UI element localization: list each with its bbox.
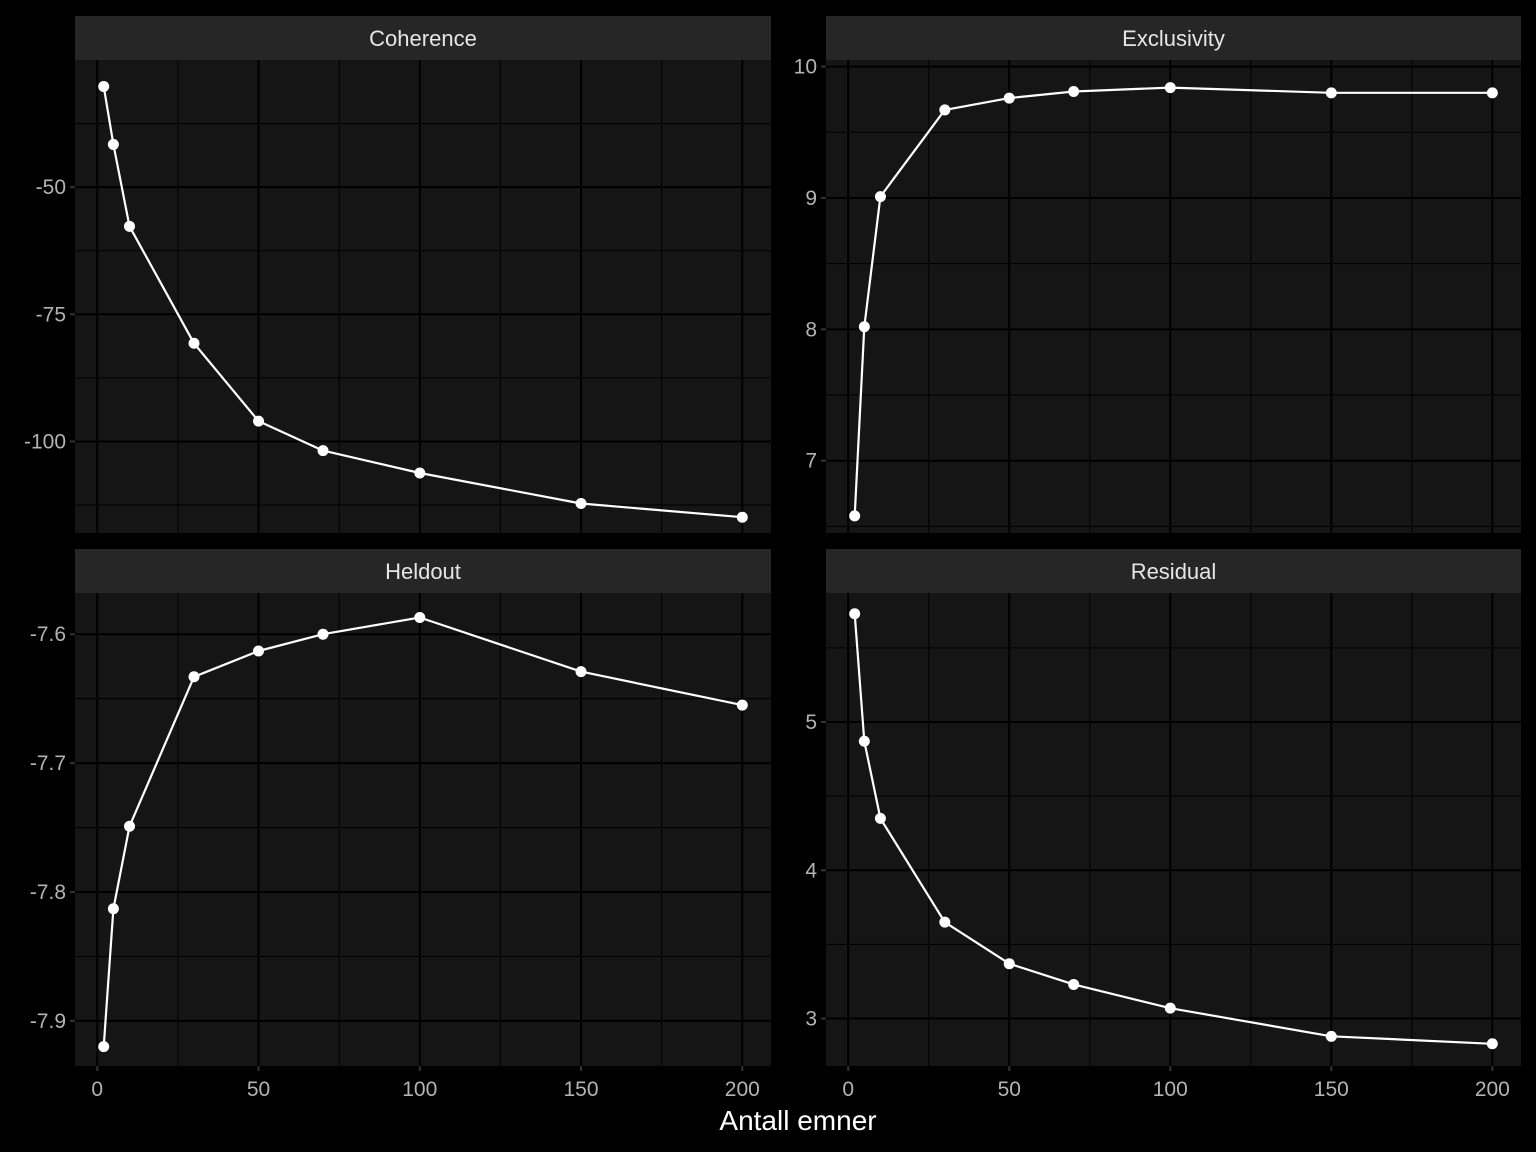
- data-point: [874, 191, 886, 203]
- x-tick-label: 200: [1475, 1078, 1510, 1101]
- strip-label-heldout: Heldout: [385, 559, 461, 584]
- y-tick-label: -7.9: [30, 1010, 66, 1033]
- y-tick-label: 8: [805, 318, 817, 341]
- x-tick-label: 100: [1153, 1078, 1188, 1101]
- data-point: [414, 611, 426, 623]
- y-tick-label: 9: [805, 187, 817, 210]
- strip-label-residual: Residual: [1131, 559, 1217, 584]
- data-point: [575, 498, 587, 510]
- panel-background: [75, 60, 771, 533]
- strip-background: [826, 549, 1521, 593]
- data-point: [98, 1041, 110, 1053]
- x-tick-label: 150: [564, 1078, 599, 1101]
- data-point: [939, 104, 951, 116]
- x-tick-label: 0: [91, 1078, 103, 1101]
- strip-background: [75, 549, 771, 593]
- y-tick-label: 4: [805, 859, 817, 882]
- y-tick-label: 3: [805, 1008, 817, 1031]
- data-point: [414, 467, 426, 479]
- x-tick-label: 0: [842, 1078, 854, 1101]
- strip-background: [826, 16, 1521, 60]
- y-tick-label: -100: [24, 430, 66, 453]
- data-point: [107, 138, 119, 150]
- x-tick-label: 50: [247, 1078, 270, 1101]
- data-point: [1486, 87, 1498, 99]
- y-tick-label: 5: [805, 711, 817, 734]
- data-point: [1164, 82, 1176, 94]
- y-tick-label: 10: [794, 56, 817, 79]
- data-point: [253, 645, 265, 657]
- strip-background: [75, 16, 771, 60]
- data-point: [124, 220, 136, 232]
- panel-residual: Residual 5 4 3 0 50 100 150 200: [805, 549, 1521, 1101]
- data-point: [317, 628, 329, 640]
- data-point: [188, 671, 200, 683]
- y-tick-label: -7.6: [30, 623, 66, 646]
- data-point: [1068, 86, 1080, 98]
- x-axis-title: Antall emner: [719, 1105, 876, 1136]
- data-point: [939, 916, 951, 928]
- y-tick-label: -7.7: [30, 752, 66, 775]
- y-tick-label: 7: [805, 450, 817, 473]
- x-tick-label: 100: [402, 1078, 437, 1101]
- data-point: [1164, 1002, 1176, 1014]
- data-point: [188, 337, 200, 349]
- x-tick-label: 150: [1314, 1078, 1349, 1101]
- data-point: [98, 80, 110, 92]
- panel-background: [826, 60, 1521, 533]
- data-point: [1068, 978, 1080, 990]
- data-point: [107, 903, 119, 915]
- data-point: [858, 321, 870, 333]
- data-point: [253, 415, 265, 427]
- y-tick-label: -50: [36, 176, 66, 199]
- data-point: [317, 445, 329, 457]
- panel-background: [75, 593, 771, 1066]
- data-point: [858, 735, 870, 747]
- data-point: [849, 608, 861, 620]
- panel-heldout: Heldout -7.6 -7.7 -7.8 -7.9 0 50 100 150 200: [30, 549, 771, 1101]
- panel-background: [826, 593, 1521, 1066]
- strip-label-coherence: Coherence: [369, 26, 477, 51]
- y-tick-label: -75: [36, 303, 66, 326]
- x-tick-label: 50: [998, 1078, 1021, 1101]
- y-tick-label: -7.8: [30, 881, 66, 904]
- data-point: [849, 510, 861, 522]
- data-point: [736, 511, 748, 523]
- data-point: [736, 699, 748, 711]
- x-tick-label: 200: [725, 1078, 760, 1101]
- data-point: [1003, 92, 1015, 104]
- data-point: [1486, 1038, 1498, 1050]
- data-point: [1325, 87, 1337, 99]
- data-point: [575, 666, 587, 678]
- data-point: [1003, 958, 1015, 970]
- strip-label-exclusivity: Exclusivity: [1122, 26, 1225, 51]
- data-point: [1325, 1030, 1337, 1042]
- panel-exclusivity: Exclusivity 10 9 8 7: [794, 16, 1521, 533]
- panel-coherence: Coherence -50 -75 -100: [24, 16, 771, 533]
- data-point: [874, 812, 886, 824]
- panels-layer: Coherence -50 -75 -100 Exclusivity 10 9 8 7 Heldo…: [24, 16, 1521, 1101]
- data-point: [124, 820, 136, 832]
